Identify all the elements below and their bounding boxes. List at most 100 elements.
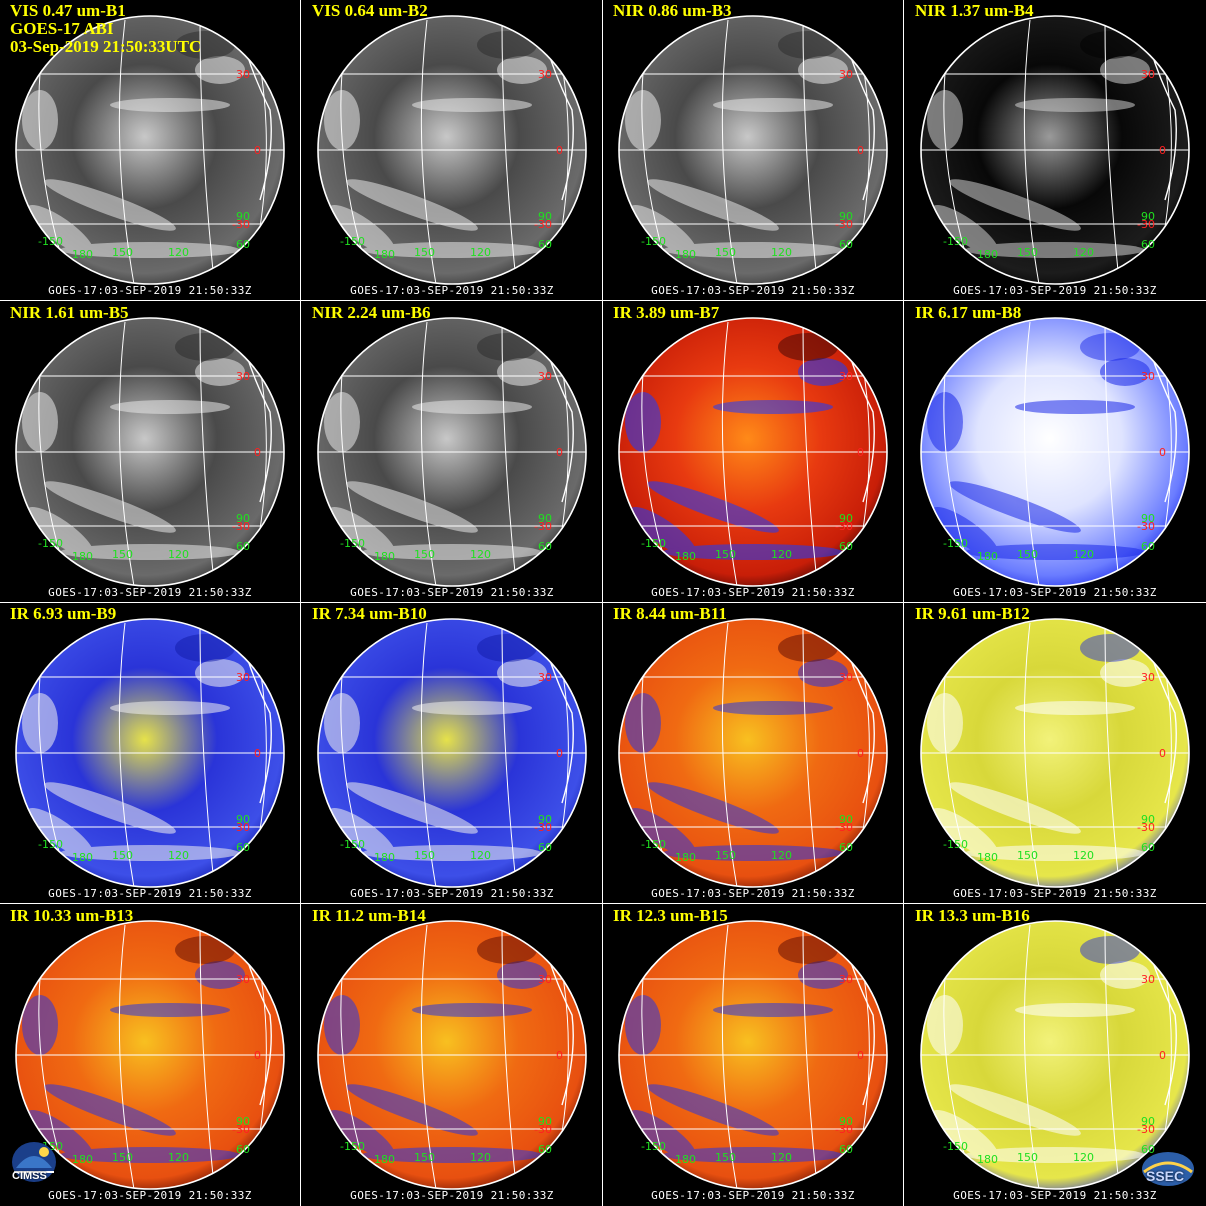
longitude-label: 120: [470, 849, 491, 862]
earth-disk-image: 30 0 -30 -150 180 150 120 90 60: [603, 905, 903, 1205]
longitude-label: 150: [715, 246, 736, 259]
latitude-label: 30: [839, 370, 853, 383]
longitude-label: 90: [538, 512, 552, 525]
longitude-label: 60: [538, 1143, 552, 1156]
longitude-label: 90: [538, 1115, 552, 1128]
longitude-label: 60: [538, 540, 552, 553]
longitude-label: -150: [641, 537, 666, 550]
longitude-label: -150: [340, 537, 365, 550]
longitude-label: 90: [236, 512, 250, 525]
timestamp-footer: GOES-17:03-SEP-2019 21:50:33Z: [905, 1189, 1205, 1202]
earth-disk-image: 30 0 -30 -150 180 150 120 90 60: [0, 302, 300, 602]
longitude-label: -150: [641, 838, 666, 851]
longitude-label: 90: [839, 813, 853, 826]
latitude-label: 30: [538, 68, 552, 81]
band-label: IR 6.93 um-B9: [10, 605, 116, 623]
latitude-label: 30: [1141, 68, 1155, 81]
ssec-logo: SSEC: [1140, 1150, 1196, 1188]
ssec-logo-text: SSEC: [1146, 1168, 1184, 1184]
satellite-panel: 30 0 -30 -150 180 150 120 90 60 IR 6.17 um-B8 GOES…: [905, 302, 1205, 602]
latitude-label: 0: [254, 747, 261, 760]
longitude-label: 180: [675, 851, 696, 864]
longitude-label: 90: [1141, 210, 1155, 223]
band-label: IR 6.17 um-B8: [915, 304, 1021, 322]
longitude-label: 180: [72, 248, 93, 261]
longitude-label: 180: [977, 851, 998, 864]
latitude-label: 0: [857, 1049, 864, 1062]
satellite-panel: 30 0 -30 -150 180 150 120 90 60 IR 8.44 um-B11 GOE…: [603, 603, 903, 903]
latitude-label: 30: [538, 370, 552, 383]
timestamp-footer: GOES-17:03-SEP-2019 21:50:33Z: [905, 586, 1205, 599]
longitude-label: 60: [236, 540, 250, 553]
longitude-label: 60: [236, 238, 250, 251]
latitude-label: 30: [236, 973, 250, 986]
panel-divider: [903, 0, 904, 1206]
latitude-label: 30: [236, 68, 250, 81]
longitude-label: 120: [1073, 246, 1094, 259]
longitude-label: 90: [538, 813, 552, 826]
longitude-label: 60: [839, 1143, 853, 1156]
satellite-panel: 30 0 -30 -150 180 150 120 90 60 IR 9.61 um-B12 GOE…: [905, 603, 1205, 903]
band-label: IR 8.44 um-B11: [613, 605, 727, 623]
longitude-label: 60: [1141, 841, 1155, 854]
longitude-label: -150: [943, 235, 968, 248]
satellite-panel: 30 0 -30 -150 180 150 120 90 60 IR 6.93 um-B9 GOES…: [0, 603, 300, 903]
satellite-panel: 30 0 -30 -150 180 150 120 90 60 VIS 0.47 um-B1 GOE…: [0, 0, 300, 300]
earth-disk-image: 30 0 -30 -150 180 150 120 90 60: [302, 905, 602, 1205]
latitude-label: 30: [1141, 973, 1155, 986]
longitude-label: 150: [414, 246, 435, 259]
latitude-label: 30: [538, 671, 552, 684]
longitude-label: 60: [839, 238, 853, 251]
band-label: IR 13.3 um-B16: [915, 907, 1030, 925]
earth-disk-image: 30 0 -30 -150 180 150 120 90 60: [302, 302, 602, 602]
timestamp-footer: GOES-17:03-SEP-2019 21:50:33Z: [603, 284, 903, 297]
longitude-label: 120: [168, 1151, 189, 1164]
longitude-label: 150: [1017, 246, 1038, 259]
timestamp-footer: GOES-17:03-SEP-2019 21:50:33Z: [905, 284, 1205, 297]
longitude-label: 90: [236, 813, 250, 826]
earth-disk-image: 30 0 -30 -150 180 150 120 90 60: [603, 0, 903, 300]
band-label: IR 9.61 um-B12: [915, 605, 1030, 623]
latitude-label: 30: [839, 671, 853, 684]
timestamp-footer: GOES-17:03-SEP-2019 21:50:33Z: [0, 887, 300, 900]
longitude-label: 150: [112, 849, 133, 862]
timestamp-footer: GOES-17:03-SEP-2019 21:50:33Z: [0, 1189, 300, 1202]
satellite-panel: 30 0 -30 -150 180 150 120 90 60 IR 7.34 um-B10 GOE…: [302, 603, 602, 903]
longitude-label: 60: [1141, 540, 1155, 553]
longitude-label: 120: [470, 246, 491, 259]
longitude-label: 120: [771, 548, 792, 561]
latitude-label: 0: [857, 446, 864, 459]
longitude-label: 180: [72, 550, 93, 563]
latitude-label: 30: [1141, 370, 1155, 383]
longitude-label: 90: [236, 210, 250, 223]
longitude-label: 150: [1017, 1151, 1038, 1164]
longitude-label: 60: [839, 540, 853, 553]
timestamp-footer: GOES-17:03-SEP-2019 21:50:33Z: [302, 887, 602, 900]
longitude-label: 120: [168, 548, 189, 561]
longitude-label: -150: [943, 1140, 968, 1153]
longitude-label: 90: [538, 210, 552, 223]
latitude-label: 0: [1159, 1049, 1166, 1062]
satellite-panel: 30 0 -30 -150 180 150 120 90 60 NIR 0.86 um-B3 GOE…: [603, 0, 903, 300]
band-label: NIR 1.61 um-B5: [10, 304, 129, 322]
longitude-label: -150: [38, 235, 63, 248]
satellite-panel: 30 0 -30 -150 180 150 120 90 60 IR 3.89 um-B7 GOES…: [603, 302, 903, 602]
longitude-label: 90: [839, 1115, 853, 1128]
longitude-label: 180: [977, 248, 998, 261]
longitude-label: 60: [538, 238, 552, 251]
earth-disk-image: 30 0 -30 -150 180 150 120 90 60: [603, 302, 903, 602]
longitude-label: 180: [675, 248, 696, 261]
longitude-label: 60: [538, 841, 552, 854]
longitude-label: 90: [236, 1115, 250, 1128]
longitude-label: 120: [470, 548, 491, 561]
panel-divider: [0, 300, 1206, 301]
latitude-label: 0: [556, 144, 563, 157]
longitude-label: 180: [72, 851, 93, 864]
longitude-label: 180: [374, 248, 395, 261]
longitude-label: 90: [839, 210, 853, 223]
latitude-label: 0: [254, 144, 261, 157]
latitude-label: 0: [1159, 747, 1166, 760]
sensor-label: GOES-17 ABI: [10, 20, 113, 38]
longitude-label: 120: [1073, 849, 1094, 862]
panel-divider: [300, 0, 301, 1206]
